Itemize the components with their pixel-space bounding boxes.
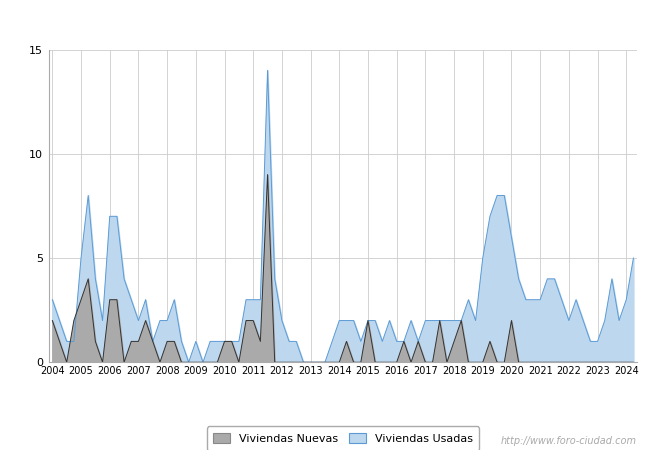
Legend: Viviendas Nuevas, Viviendas Usadas: Viviendas Nuevas, Viviendas Usadas [207,427,479,450]
Text: http://www.foro-ciudad.com: http://www.foro-ciudad.com [501,436,637,446]
Text: Lladó - Evolucion del Nº de Transacciones Inmobiliarias: Lladó - Evolucion del Nº de Transaccione… [124,9,526,24]
